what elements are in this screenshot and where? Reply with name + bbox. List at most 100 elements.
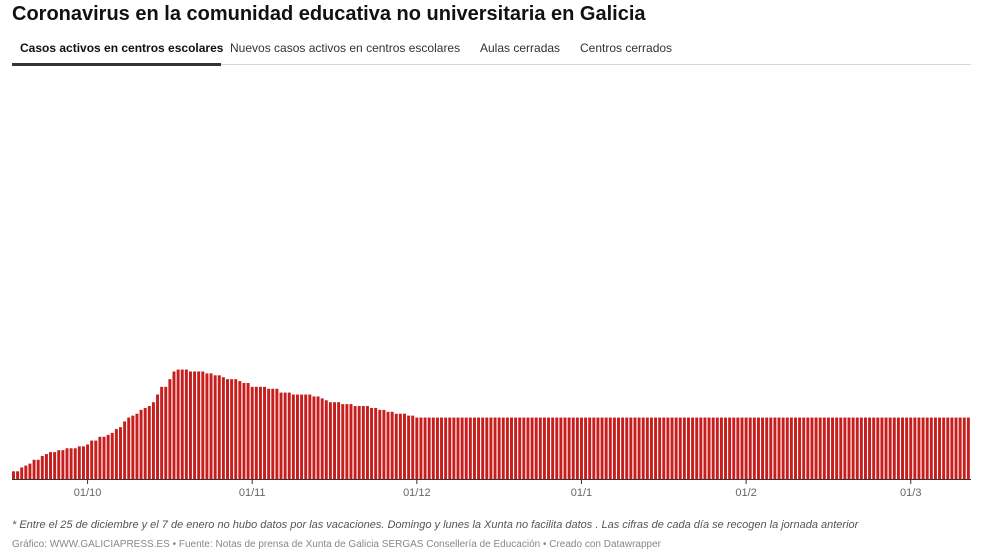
bar bbox=[44, 454, 48, 479]
bar bbox=[460, 417, 464, 479]
chart-title: Coronavirus en la comunidad educativa no… bbox=[12, 3, 646, 25]
bar bbox=[917, 417, 921, 479]
bar bbox=[73, 448, 77, 479]
bar bbox=[77, 446, 81, 479]
bar bbox=[798, 417, 802, 479]
bar bbox=[324, 400, 328, 479]
bar bbox=[921, 417, 925, 479]
bar bbox=[600, 417, 604, 479]
bar bbox=[242, 383, 246, 479]
bar bbox=[567, 417, 571, 479]
bar bbox=[444, 417, 448, 479]
bar bbox=[328, 402, 332, 479]
bar bbox=[390, 411, 394, 479]
bar bbox=[687, 417, 690, 479]
bar bbox=[522, 417, 526, 479]
bar bbox=[629, 417, 633, 479]
bar bbox=[489, 417, 493, 479]
tab-casos-activos[interactable]: Casos activos en centros escolares bbox=[20, 41, 224, 55]
bar bbox=[378, 409, 382, 479]
bar bbox=[156, 394, 160, 479]
bar bbox=[291, 394, 295, 479]
bar bbox=[28, 463, 32, 479]
bar bbox=[403, 413, 406, 479]
bar bbox=[353, 406, 357, 479]
bar bbox=[254, 386, 258, 479]
x-tick-label: 01/10 bbox=[74, 487, 102, 499]
bar bbox=[761, 417, 765, 479]
bar bbox=[794, 417, 797, 479]
bar bbox=[641, 417, 645, 479]
bar bbox=[588, 417, 592, 479]
bar bbox=[822, 417, 826, 479]
bar bbox=[933, 417, 937, 479]
bar bbox=[633, 417, 637, 479]
bar bbox=[530, 417, 534, 479]
bar bbox=[678, 417, 682, 479]
bar bbox=[180, 369, 184, 479]
bar bbox=[814, 417, 818, 479]
bar bbox=[674, 417, 678, 479]
bar bbox=[617, 417, 620, 479]
bar bbox=[57, 450, 61, 479]
bar bbox=[230, 379, 234, 479]
bar bbox=[682, 417, 686, 479]
bar bbox=[781, 417, 785, 479]
bar bbox=[592, 417, 596, 479]
bar bbox=[143, 407, 147, 479]
bar bbox=[147, 406, 151, 479]
bar bbox=[40, 455, 44, 479]
bar bbox=[316, 396, 320, 479]
bar bbox=[966, 417, 970, 479]
bar bbox=[843, 417, 847, 479]
bar bbox=[880, 417, 884, 479]
bar bbox=[863, 417, 867, 479]
bar bbox=[901, 417, 904, 479]
bar bbox=[382, 409, 386, 479]
bar bbox=[752, 417, 756, 479]
bar bbox=[135, 413, 139, 479]
x-tick-label: 01/2 bbox=[735, 487, 756, 499]
bar bbox=[946, 417, 950, 479]
bar bbox=[905, 417, 909, 479]
bar bbox=[374, 407, 378, 479]
bar bbox=[938, 417, 942, 479]
bar bbox=[826, 417, 830, 479]
bar bbox=[61, 450, 65, 479]
bar bbox=[736, 417, 740, 479]
bar bbox=[555, 417, 559, 479]
bar bbox=[596, 417, 600, 479]
bar bbox=[654, 417, 658, 479]
bar bbox=[769, 417, 773, 479]
bar bbox=[604, 417, 608, 479]
bar bbox=[744, 417, 748, 479]
tab-centros-cerrados[interactable]: Centros cerrados bbox=[580, 41, 673, 55]
bar bbox=[333, 402, 336, 479]
bar bbox=[36, 459, 40, 479]
bar bbox=[250, 386, 254, 479]
source-credit: Gráfico: WWW.GALICIAPRESS.ES • Fuente: N… bbox=[12, 539, 661, 550]
bar bbox=[884, 417, 888, 479]
bar bbox=[658, 417, 662, 479]
bar bbox=[711, 417, 715, 479]
x-tick-label: 01/1 bbox=[571, 487, 592, 499]
tab-aulas-cerradas[interactable]: Aulas cerradas bbox=[480, 41, 561, 55]
bar bbox=[872, 417, 876, 479]
tab-nuevos-casos[interactable]: Nuevos casos activos en centros escolare… bbox=[230, 41, 461, 55]
bar bbox=[106, 434, 110, 479]
bar bbox=[213, 375, 217, 479]
bar bbox=[287, 392, 291, 479]
bar bbox=[184, 369, 188, 479]
bar bbox=[810, 417, 814, 479]
bar bbox=[151, 402, 155, 479]
bar bbox=[123, 421, 127, 479]
bar bbox=[551, 417, 555, 479]
bar bbox=[481, 417, 485, 479]
bar-chart: 01/10 01/11 01/12 01/1 01/2 01/3 bbox=[12, 369, 971, 499]
bar bbox=[258, 386, 262, 479]
bar bbox=[472, 417, 476, 479]
bar bbox=[773, 417, 777, 479]
bar bbox=[534, 417, 538, 479]
bar bbox=[160, 386, 164, 479]
bar bbox=[263, 386, 267, 479]
